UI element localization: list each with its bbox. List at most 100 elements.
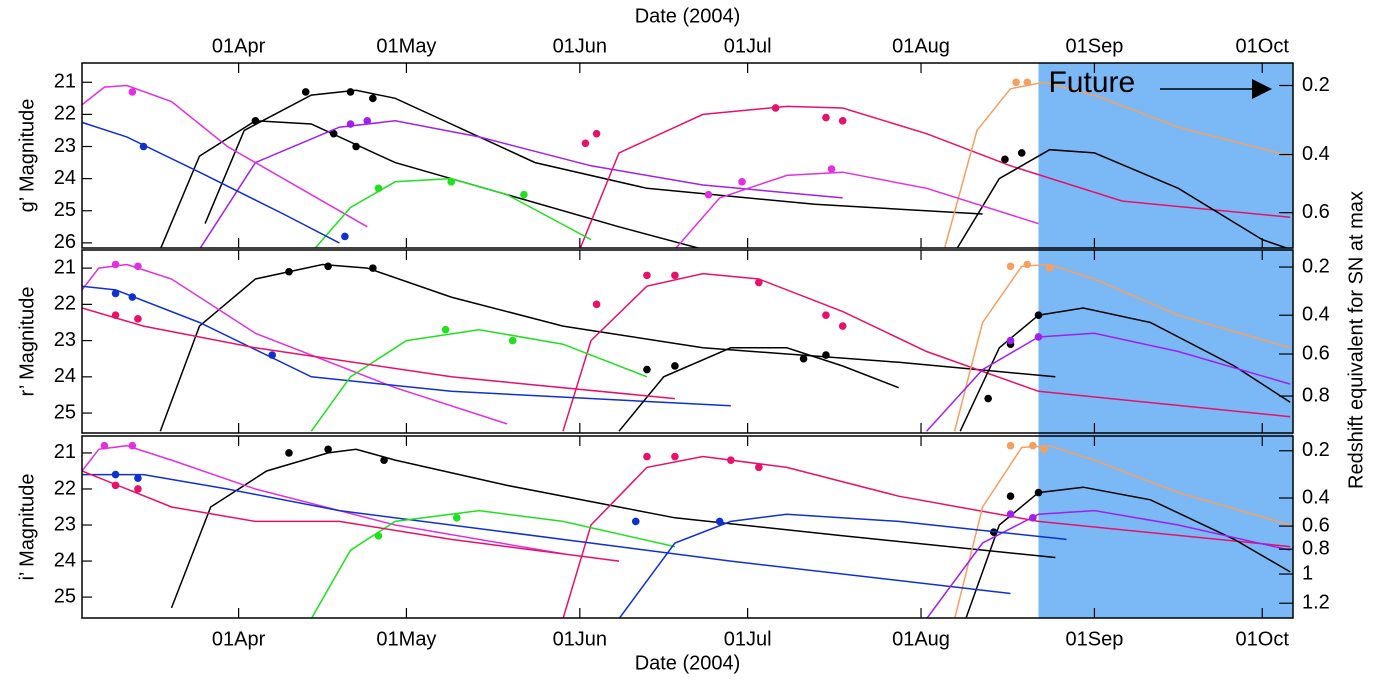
x-tick-label-top: 01Jul — [724, 35, 772, 57]
observation — [128, 88, 137, 96]
observation — [100, 441, 109, 450]
y-tick-label: 23 — [54, 329, 76, 351]
observation — [128, 441, 137, 450]
light-curve — [170, 448, 1056, 609]
observation — [727, 456, 735, 464]
observation — [822, 113, 830, 122]
observation — [508, 336, 517, 345]
light-curve — [926, 332, 1291, 432]
observation — [592, 129, 601, 138]
light-curve — [82, 307, 675, 400]
y2-tick-label: 0.2 — [1302, 439, 1330, 461]
frame-layer: Date (2004) Date (2004) 01Apr 01Apr 01May 01M… — [16, 5, 1367, 674]
light-curve — [675, 171, 1039, 248]
observation — [111, 260, 120, 269]
y2-tick-label: 0.4 — [1302, 143, 1330, 165]
observation — [671, 271, 679, 280]
observation — [799, 354, 808, 363]
x-tick-label-bottom: 01Oct — [1236, 628, 1290, 650]
observation — [1006, 510, 1015, 519]
light-curve — [943, 81, 1291, 248]
observation — [111, 481, 120, 490]
x-tick-label-top: 01Jun — [553, 35, 608, 57]
observation — [631, 517, 640, 526]
observation — [324, 445, 332, 454]
observation — [1006, 262, 1015, 271]
y2-tick-label: 0.2 — [1302, 74, 1330, 96]
observation — [592, 300, 601, 309]
y-tick-label: 24 — [54, 167, 76, 189]
light-curve — [310, 328, 648, 432]
observation — [352, 142, 360, 151]
y-tick-label: 25 — [54, 199, 76, 221]
panel-marks — [82, 441, 1291, 618]
y-tick-label: 23 — [54, 135, 76, 157]
observation — [341, 232, 349, 241]
observation — [134, 315, 142, 323]
observation — [134, 262, 142, 271]
light-curve — [82, 285, 731, 407]
y2-tick-label: 0.4 — [1302, 486, 1330, 508]
y-tick-label: 21 — [54, 71, 76, 93]
observation — [755, 463, 763, 472]
y-tick-label: 22 — [54, 293, 76, 315]
x-tick-label-bottom: 01Aug — [892, 628, 950, 650]
observation — [838, 117, 847, 125]
observation — [380, 456, 388, 464]
x-tick-label-top: 01Aug — [892, 35, 950, 57]
panel-marks — [82, 260, 1291, 432]
observation — [1023, 260, 1032, 269]
light-curve — [618, 513, 1067, 618]
observation — [715, 517, 724, 526]
observation — [301, 88, 310, 96]
y2-tick-label: 0.4 — [1302, 304, 1330, 326]
observation — [139, 142, 148, 151]
observation — [1017, 149, 1026, 157]
panel-frame — [81, 62, 1294, 249]
y-tick-label: 21 — [54, 441, 76, 463]
observation — [369, 264, 377, 272]
observation — [1045, 264, 1054, 272]
x-tick-label-bottom: 01Jun — [553, 628, 608, 650]
y2-axis-title: Redshift equivalent for SN at max — [1345, 191, 1367, 489]
y2-tick-label: 0.8 — [1302, 384, 1330, 406]
observation — [1006, 336, 1015, 345]
light-curve — [82, 470, 620, 562]
panel-frame — [81, 435, 1294, 619]
y2-tick-label: 0.8 — [1302, 537, 1330, 559]
light-curve — [159, 263, 1056, 432]
y-tick-label: 24 — [54, 549, 76, 571]
y-tick-label: 22 — [54, 103, 76, 125]
y-axis-title: r’ Magnitude — [16, 286, 38, 396]
observation — [704, 190, 713, 199]
observation — [1006, 492, 1015, 500]
y2-tick-label: 0.6 — [1302, 201, 1330, 223]
y2-tick-label: 0.6 — [1302, 514, 1330, 536]
y2-tick-label: 0.2 — [1302, 255, 1330, 277]
observation — [111, 470, 120, 479]
observation — [111, 311, 120, 320]
y-tick-label: 24 — [54, 365, 76, 387]
light-curve — [618, 347, 899, 432]
observation — [329, 129, 338, 138]
light-curve — [926, 509, 1291, 618]
light-curve — [959, 307, 1291, 432]
light-curve — [954, 444, 1291, 618]
observation — [111, 289, 120, 298]
x-tick-label-bottom: 01Jul — [724, 628, 772, 650]
observation — [520, 190, 528, 199]
observation — [447, 178, 455, 186]
y2-tick-label: 1 — [1302, 562, 1313, 584]
x-tick-label-bottom: 01Apr — [212, 628, 266, 650]
light-curve — [82, 444, 564, 555]
x-tick-label-top: 01Oct — [1236, 35, 1290, 57]
observation — [324, 262, 332, 271]
observation — [346, 88, 355, 96]
observation — [346, 120, 355, 128]
observation — [822, 311, 830, 320]
y-tick-label: 26 — [54, 231, 76, 253]
y-tick-label: 23 — [54, 513, 76, 535]
future-label: Future — [1048, 66, 1135, 99]
y-tick-label: 25 — [54, 401, 76, 423]
